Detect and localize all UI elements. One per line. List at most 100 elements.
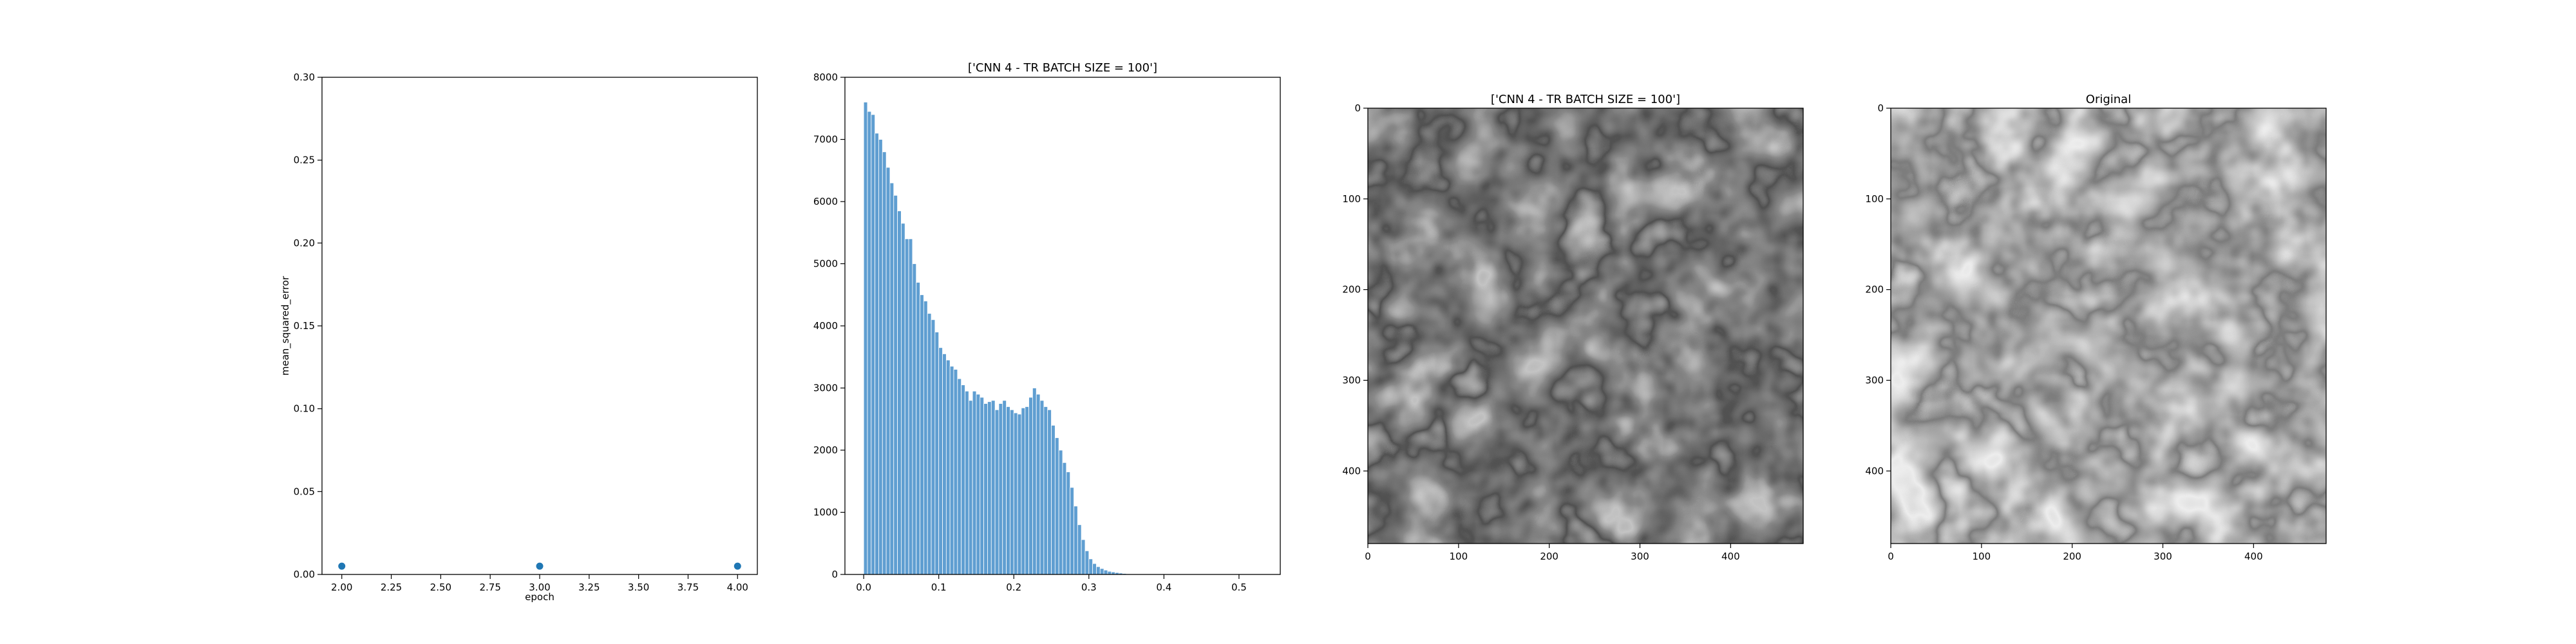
histogram-bar [1013,412,1018,575]
histogram-bar [998,403,1003,575]
histogram-bar [897,211,902,575]
histogram-y-tick-label: 2000 [813,444,838,456]
scatter-x-tick-label: 2.75 [479,582,500,593]
histogram-bar [957,378,962,575]
histogram-y-tick-label: 5000 [813,258,838,270]
predicted-image-x-tick-label: 100 [1450,551,1468,562]
scatter-x-tick-label: 4.00 [727,582,748,593]
histogram-bar [875,133,879,575]
predicted-image-y-tick-label: 400 [1342,465,1361,477]
predicted-image-y-tick-label: 0 [1354,102,1361,114]
histogram-bars [863,102,1153,575]
histogram-bar [1010,409,1014,575]
histogram-title: ['CNN 4 - TR BATCH SIZE = 100'] [968,61,1157,75]
histogram-bar [863,102,868,575]
histogram-bar [1096,566,1101,575]
histogram-bar [968,400,973,575]
scatter-point [734,562,741,570]
histogram-bar [1002,400,1007,575]
scatter-x-tick-label: 3.50 [628,582,649,593]
histogram-x-tick-label: 0.0 [856,582,871,593]
original-image-x-tick-label: 200 [2063,551,2081,562]
predicted-image-y-ticks: 0 100 200 300 400 [1342,102,1368,477]
histogram-bar [942,354,947,575]
histogram-bar [1107,571,1112,575]
histogram-bar [1062,462,1067,575]
histogram-x-tick-label: 0.5 [1231,582,1247,593]
histogram-bar [901,223,905,575]
original-granulation-image [1891,108,2326,544]
histogram-bar [923,300,928,575]
scatter-y-axis-label: mean_squared_error [279,276,292,375]
histogram-y-tick-label: 7000 [813,134,838,146]
histogram-bar [927,313,932,575]
histogram-y-tick-label: 0 [831,569,838,580]
scatter-y-tick-label: 0.25 [294,155,315,166]
histogram-bar [916,282,920,575]
histogram-bar [976,393,981,575]
histogram-bar [878,139,883,575]
original-image-panel: 0 100 200 300 400 0 100 200 300 400 Original [1865,93,2327,562]
histogram-bar [1051,425,1056,575]
original-image-y-tick-label: 0 [1877,102,1884,114]
scatter-y-tick-label: 0.15 [294,320,315,332]
scatter-y-tick-label: 0.30 [294,71,315,83]
histogram-bar [1058,450,1063,575]
scatter-point [536,562,544,570]
original-image-x-tick-label: 100 [1973,551,1991,562]
predicted-granulation-image [1368,108,1803,544]
histogram-bar [1032,388,1037,575]
histogram-bar [1043,406,1048,575]
scatter-point [338,562,346,570]
original-image-title: Original [2086,93,2131,106]
scatter-y-tick-label: 0.10 [294,403,315,415]
original-image-y-tick-label: 200 [1865,284,1884,296]
original-image-x-tick-label: 400 [2244,551,2263,562]
histogram-x-tick-label: 0.4 [1156,582,1171,593]
histogram-y-tick-label: 8000 [813,71,838,83]
histogram-bar [1006,406,1010,575]
histogram-bar [882,151,887,575]
original-image-y-tick-label: 100 [1865,193,1884,205]
histogram-bar [1084,550,1090,575]
histogram-bar [886,167,891,575]
histogram-bar [908,238,913,575]
histogram-bar [1099,568,1104,575]
predicted-image-x-ticks: 0 100 200 300 400 [1365,544,1740,562]
histogram-bar [990,400,996,575]
histogram-bar [1028,397,1033,575]
scatter-y-tick-label: 0.00 [294,569,315,580]
histogram-bar [1088,558,1094,575]
predicted-image-y-tick-label: 200 [1342,284,1361,296]
scatter-x-tick-label: 3.75 [677,582,699,593]
scatter-x-tick-label: 3.00 [529,582,550,593]
predicted-image-title: ['CNN 4 - TR BATCH SIZE = 100'] [1491,93,1680,106]
original-image-frame [1890,108,2327,544]
scatter-x-tick-label: 2.50 [430,582,451,593]
histogram-panel: 0.0 0.1 0.2 0.3 0.4 0.5 0 1000 2000 3000 4000 5000… [813,61,1281,593]
original-image-x-tick-label: 300 [2154,551,2172,562]
histogram-bar [961,384,965,575]
histogram-bar [1025,406,1029,575]
predicted-image-y-tick-label: 100 [1342,193,1361,205]
predicted-image-x-tick-label: 400 [1721,551,1740,562]
histogram-bar [949,366,954,575]
histogram-bar [1074,506,1078,575]
scatter-x-tick-label: 2.25 [381,582,402,593]
predicted-image-frame [1367,108,1804,544]
histogram-bar [965,390,969,575]
scatter-x-axis-label: epoch [525,591,554,603]
histogram-bar [980,397,985,575]
histogram-bar [889,182,895,575]
histogram-bar [1047,409,1052,575]
histogram-bar [1066,471,1071,575]
original-image-x-ticks: 0 100 200 300 400 [1888,544,2263,562]
histogram-bar [912,263,917,575]
histogram-bar [972,390,977,575]
histogram-bar [920,294,924,575]
scatter-x-ticks: 2.00 2.25 2.50 2.75 3.00 3.25 3.50 3.75 4.00 [331,574,748,593]
histogram-y-tick-label: 3000 [813,383,838,394]
histogram-x-tick-label: 0.3 [1081,582,1097,593]
scatter-y-tick-label: 0.05 [294,486,315,497]
